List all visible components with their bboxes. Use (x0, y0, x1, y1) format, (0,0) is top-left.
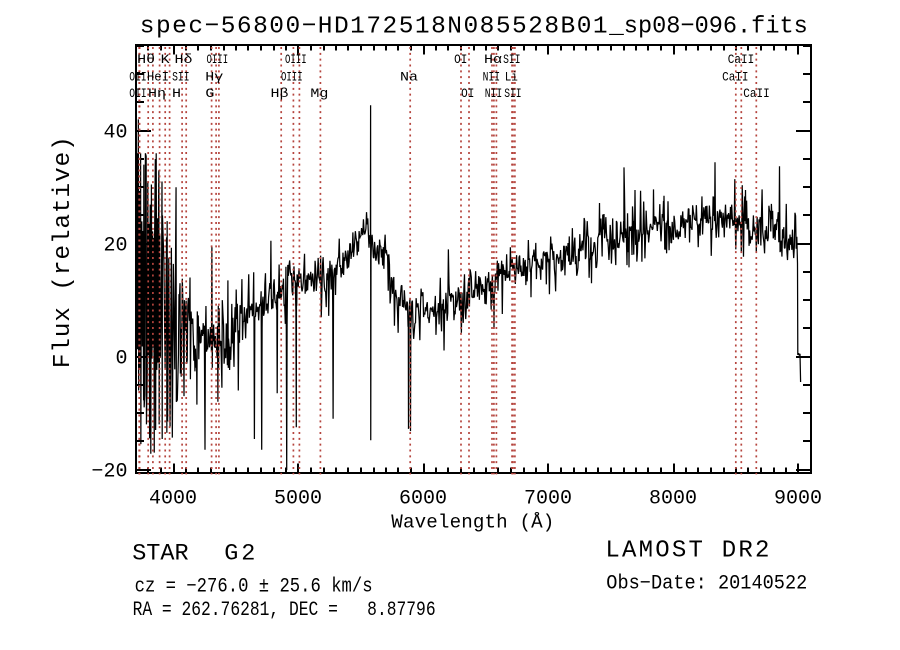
svg-text:sp08−096.fits: sp08−096.fits (624, 14, 808, 41)
svg-text:4000: 4000 (149, 488, 197, 511)
svg-text:STAR: STAR (132, 540, 188, 567)
svg-text:5000: 5000 (274, 488, 322, 511)
svg-text:NII: NII (485, 86, 502, 101)
svg-text:Li: Li (505, 69, 518, 84)
svg-text:9000: 9000 (774, 488, 822, 511)
svg-text:HeI: HeI (147, 69, 169, 84)
svg-text:OIII: OIII (281, 69, 303, 84)
svg-text:Na: Na (400, 69, 418, 84)
svg-text:K: K (161, 52, 170, 67)
svg-text:CaII: CaII (728, 52, 754, 67)
svg-text:Wavelength (Å): Wavelength (Å) (391, 512, 554, 534)
svg-text:Hβ: Hβ (271, 86, 289, 101)
svg-text:OI: OI (454, 52, 467, 67)
svg-text:SII: SII (503, 52, 520, 67)
svg-text:OIII: OIII (285, 52, 307, 67)
svg-text:Hα: Hα (484, 52, 502, 67)
svg-text:6000: 6000 (399, 488, 447, 511)
svg-text:Hγ: Hγ (205, 69, 223, 84)
svg-text:cz = −276.0 ± 25.6 km/s: cz = −276.0 ± 25.6 km/s (135, 576, 373, 599)
svg-text:OII: OII (129, 86, 146, 101)
svg-text:Flux (relative): Flux (relative) (50, 136, 77, 368)
svg-text:OII: OII (129, 69, 146, 84)
svg-text:8000: 8000 (649, 488, 697, 511)
svg-text:7000: 7000 (524, 488, 572, 511)
svg-text:−20: −20 (91, 461, 127, 484)
svg-text:20: 20 (103, 235, 127, 258)
svg-text:CaII: CaII (722, 69, 748, 84)
svg-text:spec−56800−HD172518N085528B01_: spec−56800−HD172518N085528B01_ (140, 14, 624, 41)
svg-text:0: 0 (115, 348, 127, 371)
svg-text:H: H (172, 86, 181, 101)
svg-text:RA = 262.76281, DEC = 8.8779: RA = 262.76281, DEC = 8.87796 (133, 599, 436, 622)
svg-text:SII: SII (172, 69, 189, 84)
svg-text:Hδ: Hδ (175, 52, 193, 67)
svg-text:OIII: OIII (207, 52, 229, 67)
svg-text:40: 40 (103, 122, 127, 145)
svg-text:Hθ: Hθ (137, 52, 155, 67)
svg-text:OI: OI (461, 86, 474, 101)
svg-text:Hη: Hη (148, 86, 166, 101)
svg-text:Obs−Date: 20140522: Obs−Date: 20140522 (606, 573, 807, 596)
svg-text:G: G (205, 86, 214, 101)
svg-text:Mg: Mg (310, 86, 328, 101)
svg-text:SII: SII (504, 86, 521, 101)
svg-text:CaII: CaII (743, 86, 769, 101)
svg-text:NII: NII (483, 69, 500, 84)
